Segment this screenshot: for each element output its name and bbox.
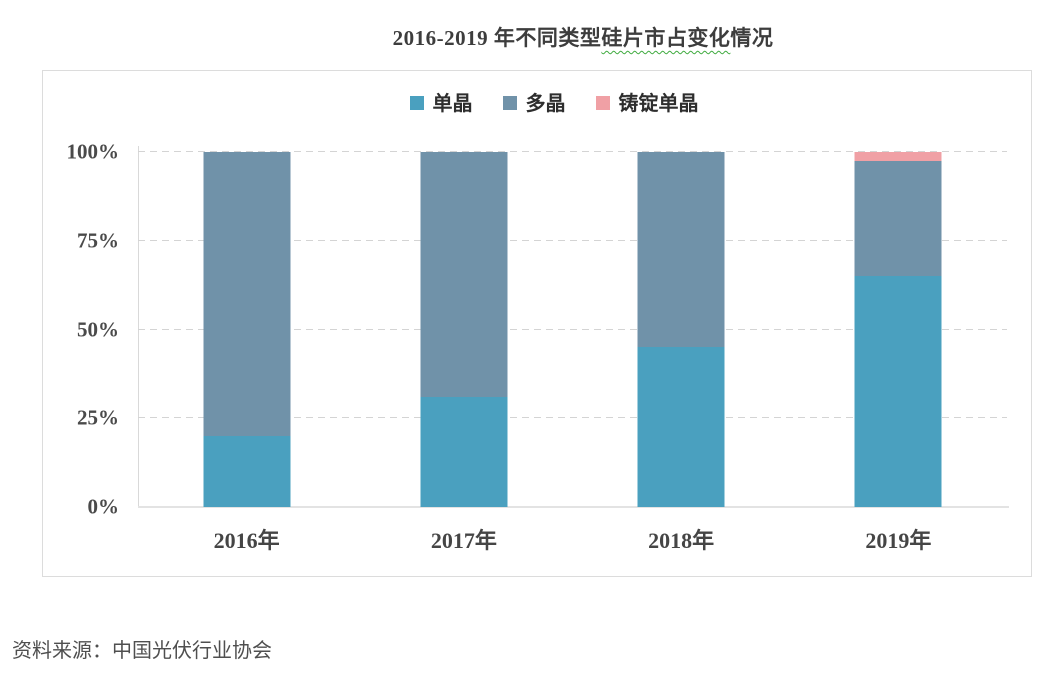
y-axis-tick-label: 50%: [77, 317, 119, 341]
legend-label-poly: 多晶: [525, 93, 566, 115]
legend: 单晶 多晶 铸锭单晶: [43, 87, 1031, 116]
legend-item-mono: 单晶: [409, 87, 473, 116]
x-axis-label-2017: 2017年: [430, 528, 497, 553]
chart-title-text: 2016-2019 年不同类型硅片市占变化情况: [393, 26, 774, 50]
chart-title-prefix: 2016-2019 年不同类型: [392, 26, 602, 50]
chart-title: 2016-2019 年不同类型硅片市占变化情况: [0, 22, 1054, 52]
y-axis-labels: 0% 25% 50% 75% 100%: [43, 141, 120, 517]
bar-2016: [203, 152, 291, 507]
bar-segment-poly-2016: [203, 152, 291, 436]
legend-item-poly: 多晶: [502, 87, 566, 116]
x-axis-label-2016: 2016年: [213, 528, 280, 553]
bar-segment-mono-2018: [637, 347, 725, 507]
bar-segment-poly-2019: [854, 160, 942, 277]
legend-label-mono: 单晶: [432, 93, 473, 115]
plot-area: [138, 151, 1009, 508]
y-axis-line: [138, 146, 139, 508]
y-axis-tick-label: 100%: [66, 139, 120, 164]
source-note: 资料来源：中国光伏行业协会: [12, 640, 272, 662]
bar-segment-mono-2017: [420, 396, 508, 507]
legend-swatch-cast-mono: [595, 95, 610, 110]
chart-container: 单晶 多晶 铸锭单晶 0% 25% 50% 75% 100% 2016年 2017年 2018年…: [42, 70, 1032, 577]
gridline: [138, 328, 1007, 330]
x-axis-label-2018: 2018年: [648, 528, 715, 553]
y-axis-tick-label: 0%: [87, 494, 120, 519]
x-axis-label-2019: 2019年: [865, 528, 932, 553]
x-axis-baseline: [138, 506, 1009, 508]
gridline: [138, 417, 1007, 419]
bar-segment-mono-2019: [854, 276, 942, 507]
bar-segment-poly-2018: [637, 152, 725, 348]
bar-segment-cast-mono-2019: [854, 152, 942, 161]
legend-label-cast-mono: 铸锭单晶: [618, 93, 699, 115]
bar-2018: [637, 152, 725, 507]
bar-segment-poly-2017: [420, 152, 508, 397]
chart-title-underlined-segment: 硅片市占变化: [601, 26, 731, 50]
legend-swatch-poly: [502, 95, 517, 110]
y-axis-tick-label: 25%: [77, 405, 119, 430]
legend-item-cast-mono: 铸锭单晶: [595, 87, 699, 116]
y-axis-tick-label: 75%: [77, 228, 119, 253]
gridline: [138, 239, 1007, 241]
bar-2019: [854, 152, 942, 507]
chart-title-suffix: 情况: [730, 26, 774, 50]
x-axis-labels: 2016年 2017年 2018年 2019年: [138, 523, 1007, 563]
gridline: [138, 151, 1007, 152]
bar-2017: [420, 152, 508, 507]
legend-swatch-mono: [409, 95, 424, 110]
bar-segment-mono-2016: [203, 436, 291, 507]
